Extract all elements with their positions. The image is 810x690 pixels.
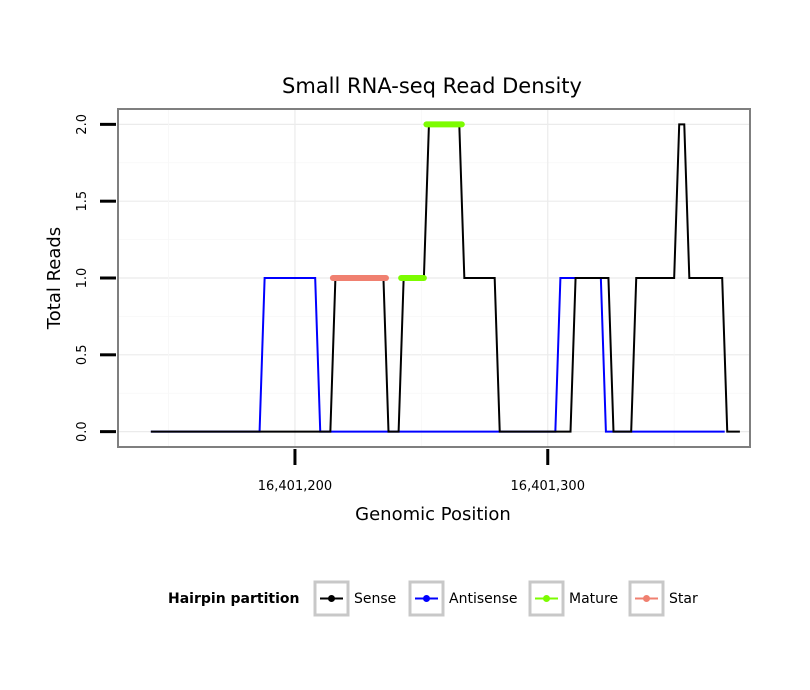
series-line-sense	[150, 123, 740, 433]
legend-key-dot	[423, 595, 430, 602]
y-axis-title: Total Reads	[44, 227, 65, 330]
y-tick-label: 1.5	[75, 191, 90, 212]
y-tick-label: 0.5	[75, 344, 90, 365]
legend-label-sense: Sense	[354, 591, 396, 607]
legend-key-dot	[643, 595, 650, 602]
x-axis-title: Genomic Position	[355, 504, 511, 525]
legend-label-mature: Mature	[569, 591, 618, 607]
y-axis: 0.0 0.5 1.0 1.5 2.0	[75, 114, 116, 442]
legend: Hairpin partition Sense Antisense Mature St…	[168, 580, 698, 617]
y-tick-label: 1.0	[75, 268, 90, 289]
legend-label-star: Star	[669, 591, 698, 607]
series-lines	[150, 123, 740, 433]
series-line-antisense	[150, 277, 725, 433]
x-tick-label: 16,401,300	[511, 479, 585, 494]
legend-key-dot	[328, 595, 335, 602]
x-axis: 16,401,200 16,401,300	[258, 449, 585, 494]
legend-label-antisense: Antisense	[449, 591, 518, 607]
y-tick-label: 0.0	[75, 421, 90, 442]
legend-title: Hairpin partition	[168, 591, 299, 607]
x-tick-label: 16,401,200	[258, 479, 332, 494]
chart-title: Small RNA-seq Read Density	[282, 74, 582, 98]
legend-key-dot	[543, 595, 550, 602]
plot-panel	[117, 108, 751, 448]
y-tick-label: 2.0	[75, 114, 90, 135]
series-segments	[329, 121, 465, 281]
